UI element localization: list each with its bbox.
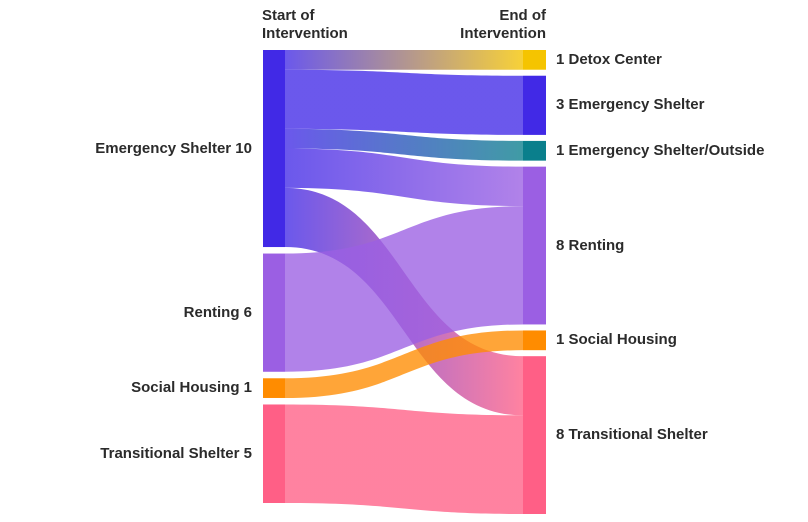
flow-ts-to-ts xyxy=(285,404,523,514)
right-node-bar xyxy=(523,140,546,161)
right-node-label: 1 Detox Center xyxy=(556,50,662,68)
flows-group xyxy=(285,50,523,514)
right-node-bar xyxy=(523,50,546,70)
right-node-bar xyxy=(523,356,546,514)
start-header: Start of Intervention xyxy=(262,7,348,43)
end-header: End of Intervention xyxy=(418,7,546,43)
right-node-bar xyxy=(523,75,546,135)
end-header-line1: End of xyxy=(499,7,546,24)
start-header-line2: Intervention xyxy=(262,25,348,42)
right-node-label: 1 Emergency Shelter/Outside xyxy=(556,141,765,159)
flow-es-to-eso xyxy=(285,128,523,161)
start-header-line1: Start of xyxy=(262,7,315,24)
left-node-bar xyxy=(263,50,285,248)
flow-es-to-detox xyxy=(285,50,523,70)
right-node-label: 1 Social Housing xyxy=(556,331,677,349)
flow-rent-to-rent xyxy=(285,206,523,372)
left-node-bar xyxy=(263,378,285,398)
end-header-line2: Intervention xyxy=(460,25,546,42)
right-node-bar xyxy=(523,166,546,325)
right-node-bar xyxy=(523,330,546,351)
flow-es-to-rent xyxy=(285,148,523,207)
flow-sh-to-sh xyxy=(285,330,523,398)
right-node-label: 8 Renting xyxy=(556,236,625,254)
left-node-label: Transitional Shelter 5 xyxy=(100,444,252,462)
right-node-label: 3 Emergency Shelter xyxy=(556,96,705,114)
left-node-bar xyxy=(263,404,285,503)
left-node-label: Emergency Shelter 10 xyxy=(95,139,252,157)
left-node-label: Renting 6 xyxy=(183,303,252,321)
flow-es-to-es xyxy=(285,69,523,135)
right-node-label: 8 Transitional Shelter xyxy=(556,426,708,444)
left-node-bar xyxy=(263,253,285,372)
left-node-label: Social Housing 1 xyxy=(131,379,252,397)
